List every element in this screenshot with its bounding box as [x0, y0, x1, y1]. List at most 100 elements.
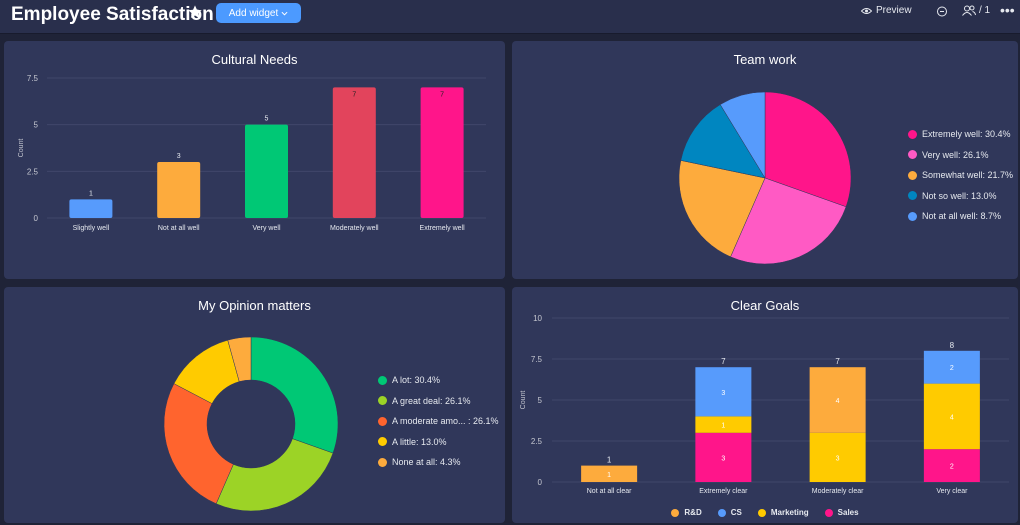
legend-label: A little: 13.0% — [392, 436, 447, 447]
bar — [420, 87, 464, 218]
legend-label: CS — [730, 508, 742, 517]
x-tick-label: Moderately clear — [812, 488, 864, 495]
chevron-down-icon — [281, 11, 288, 16]
team-work-widget: Team work Extremely well: 30.4% Very well… — [512, 41, 1018, 279]
bar-segment — [923, 383, 980, 450]
legend-label: Very well: 26.1% — [922, 149, 989, 160]
page-title: Employee Satisfaction — [11, 4, 214, 25]
pie-slice — [215, 438, 334, 512]
legend-item: Not so well: 13.0% — [908, 186, 1013, 207]
preview-label: Preview — [876, 5, 912, 16]
segment-value-label: 2 — [950, 464, 954, 471]
y-axis-label: Count — [18, 139, 25, 158]
segment-value-label: 1 — [721, 423, 725, 430]
pie-slice — [163, 383, 234, 505]
my-opinion-legend: A lot: 30.4% A great deal: 26.1% A moderat… — [378, 370, 499, 473]
legend-item: R&D — [671, 508, 702, 517]
legend-item: Marketing — [757, 508, 809, 517]
legend-label: Not so well: 13.0% — [922, 190, 997, 201]
team-work-legend: Extremely well: 30.4% Very well: 26.1% Som… — [908, 124, 1013, 227]
bar-segment — [923, 350, 980, 384]
legend-swatch — [717, 508, 726, 517]
legend-swatch — [757, 508, 766, 517]
pie-slice — [680, 104, 766, 179]
legend-swatch — [671, 508, 680, 517]
legend-label: Sales — [837, 508, 859, 517]
chat-icon[interactable] — [936, 6, 948, 18]
legend-swatch — [908, 150, 917, 160]
pie-slice — [719, 91, 766, 179]
legend-swatch — [378, 396, 387, 406]
segment-value-label: 4 — [950, 414, 954, 421]
legend-label: None at all: 4.3% — [392, 457, 461, 468]
bar-segment — [581, 465, 638, 482]
legend-swatch — [378, 437, 387, 447]
y-tick-label: 10 — [533, 314, 542, 323]
legend-item: A moderate amo... : 26.1% — [378, 411, 499, 432]
legend-swatch — [824, 508, 833, 517]
users-icon — [962, 5, 976, 16]
eye-icon — [861, 7, 872, 14]
legend-label: Not at all well: 8.7% — [922, 211, 1002, 222]
pie-slice — [227, 336, 252, 382]
segment-value-label: 3 — [721, 390, 725, 397]
legend-label: Extremely well: 30.4% — [922, 129, 1011, 140]
x-tick-label: Slightly well — [73, 225, 110, 232]
x-tick-label: Extremely well — [420, 225, 466, 232]
legend-swatch — [378, 416, 387, 426]
cultural-needs-chart: 0 2.5 5 7.5 Count 1 Slightly well 3 Not at all w… — [18, 74, 486, 232]
clear-goals-legend: R&D CS Marketing Sales — [512, 508, 1018, 517]
legend-item: A lot: 30.4% — [378, 370, 499, 391]
my-opinion-chart — [163, 336, 339, 512]
widget-title: Cultural Needs — [211, 52, 298, 67]
legend-item: Sales — [824, 508, 859, 517]
bar-total-label: 7 — [835, 357, 840, 366]
legend-swatch — [908, 211, 917, 221]
preview-button[interactable]: Preview — [861, 5, 912, 16]
bar-value-label: 5 — [265, 116, 269, 123]
y-tick-label: 5 — [34, 121, 39, 130]
y-tick-label: 7.5 — [27, 74, 39, 83]
users-label: / 1 — [979, 5, 991, 16]
segment-value-label: 3 — [836, 455, 840, 462]
bar-value-label: 7 — [352, 91, 356, 98]
segment-value-label: 1 — [607, 472, 611, 479]
widget-title: My Opinion matters — [198, 298, 311, 313]
x-tick-label: Very well — [252, 225, 280, 232]
legend-swatch — [908, 191, 917, 201]
bar-value-label: 1 — [89, 190, 93, 197]
team-work-chart — [678, 91, 852, 265]
widget-title: Team work — [733, 52, 797, 67]
legend-swatch — [378, 457, 387, 467]
legend-item: A great deal: 26.1% — [378, 391, 499, 412]
bar — [332, 87, 376, 218]
pie-slice — [678, 160, 766, 258]
add-widget-button[interactable]: Add widget — [216, 3, 301, 23]
bar-total-label: 7 — [721, 357, 726, 366]
bar-segment — [809, 432, 866, 482]
segment-value-label: 4 — [836, 398, 840, 405]
legend-label: A lot: 30.4% — [392, 375, 441, 386]
more-menu-icon[interactable]: ••• — [1000, 2, 1015, 18]
y-tick-label: 7.5 — [531, 355, 543, 364]
x-tick-label: Moderately well — [330, 225, 379, 232]
legend-label: A moderate amo... : 26.1% — [392, 416, 499, 427]
bar-segment — [809, 367, 866, 433]
star-icon[interactable] — [187, 4, 203, 20]
y-tick-label: 2.5 — [531, 437, 543, 446]
legend-swatch — [908, 129, 917, 139]
bar-total-label: 1 — [607, 456, 612, 465]
segment-value-label: 3 — [721, 455, 725, 462]
y-tick-label: 5 — [538, 396, 543, 405]
bar-segment — [695, 416, 752, 433]
y-tick-label: 0 — [34, 214, 39, 223]
users-button[interactable]: / 1 — [962, 5, 990, 16]
bar — [157, 162, 201, 218]
legend-item: Very well: 26.1% — [908, 145, 1013, 166]
legend-item: Extremely well: 30.4% — [908, 124, 1013, 145]
y-tick-label: 2.5 — [27, 167, 39, 176]
y-axis-label: Count — [520, 391, 527, 410]
cultural-needs-widget: Cultural Needs 0 2.5 5 7.5 Count 1 Slightly we… — [4, 41, 505, 279]
bar-value-label: 3 — [177, 153, 181, 160]
bar-segment — [923, 449, 980, 482]
